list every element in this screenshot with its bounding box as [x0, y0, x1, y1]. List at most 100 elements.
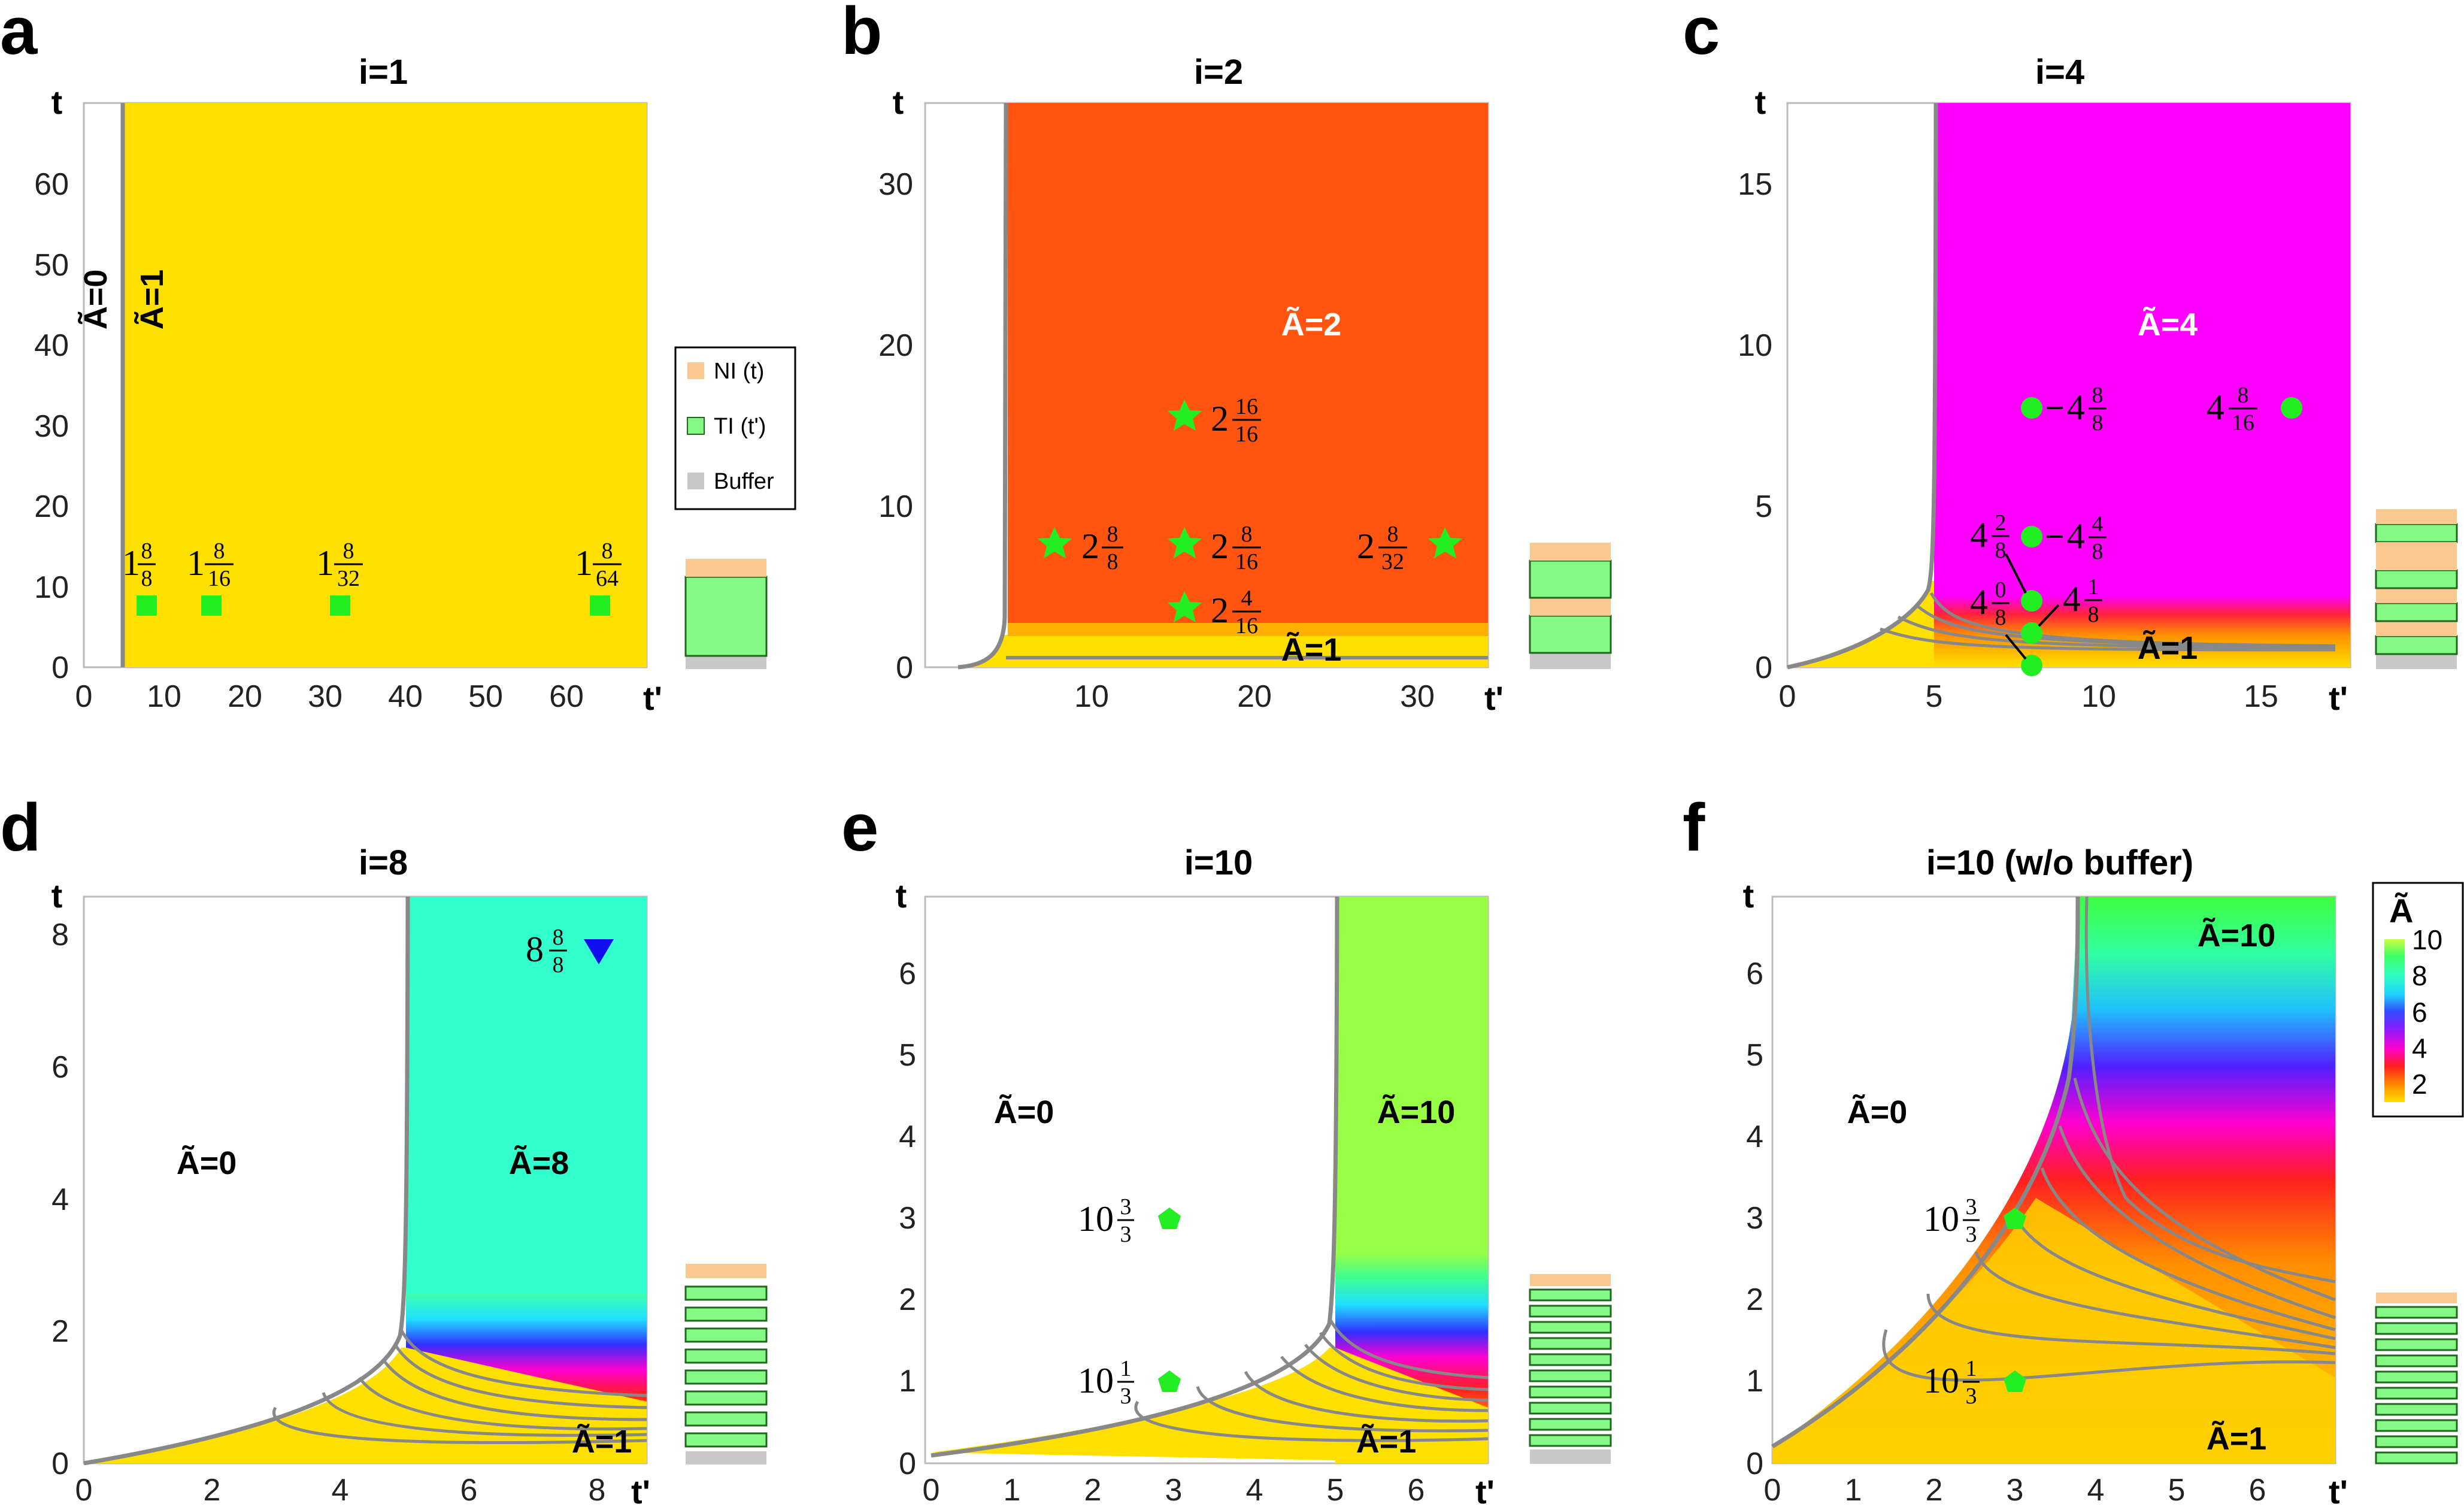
ti-layer [2375, 1403, 2458, 1416]
marker-label: 2 [1211, 591, 1229, 630]
marker-label: 4 [2067, 516, 2085, 556]
leader-line [2005, 553, 2027, 594]
ti-layer [684, 576, 768, 657]
panel-d: d i=8 Ã=0 Ã=8 Ã=1 t t' 0 2 4 6 8 0 2 4 6… [0, 790, 768, 1507]
x-axis-label: t' [2329, 679, 2348, 717]
x-axis-label: t' [631, 1473, 650, 1507]
marker-triangle [584, 939, 614, 964]
region-label-d1: Ã=1 [572, 1424, 632, 1460]
marker-square [201, 595, 222, 616]
marker-den: 32 [1381, 549, 1404, 574]
x-tick: 2 [204, 1473, 221, 1507]
y-tick: 10 [878, 489, 913, 524]
ti-layer [1529, 559, 1612, 599]
y-tick: 5 [1755, 489, 1772, 524]
marker-den: 16 [208, 566, 231, 591]
x-tick: 3 [1165, 1473, 1183, 1507]
x-tick: 6 [1408, 1473, 1425, 1507]
x-tick: 30 [1400, 679, 1435, 714]
marker-star [1168, 400, 1202, 431]
x-tick: 60 [549, 679, 584, 714]
y-ticks: 0 10 20 30 40 50 60 [34, 167, 69, 685]
ti-layer [1529, 1434, 1612, 1447]
marker-den: 16 [1235, 422, 1258, 447]
layer-stack [1529, 543, 1612, 669]
y-tick: 0 [51, 650, 69, 685]
marker-star [1428, 527, 1462, 558]
marker-pentagon [2004, 1370, 2026, 1392]
marker-den: 16 [1235, 613, 1258, 638]
x-tick: 4 [2087, 1473, 2105, 1507]
ti-layer [2375, 1387, 2458, 1400]
marker-den: 8 [1995, 605, 2007, 630]
layer-stack [2375, 509, 2458, 669]
marker-num: 2 [1995, 510, 2007, 535]
marker-num: 8 [141, 538, 153, 564]
y-tick: 4 [1746, 1119, 1763, 1154]
flow-curve [272, 1406, 647, 1445]
marker-star [1038, 527, 1072, 558]
y-tick: 6 [1746, 957, 1763, 991]
region-label-a0: Ã=0 [78, 270, 114, 330]
marker-label: 1 [575, 543, 593, 583]
y-axis-label: t [1755, 83, 1766, 121]
ti-layer [684, 1369, 768, 1385]
marker-den: 8 [553, 952, 564, 978]
region-label-d0: Ã=0 [177, 1145, 237, 1181]
y-tick: 5 [899, 1038, 916, 1073]
marker-den: 8 [1107, 549, 1119, 574]
panel-title: i=10 (w/o buffer) [1926, 843, 2193, 882]
boundary-curve [1787, 102, 1938, 670]
ti-layer [1529, 1369, 1612, 1382]
marker-star [1168, 591, 1202, 622]
flow-curve [2040, 1167, 2336, 1332]
x-tick: 50 [468, 679, 503, 714]
marker-circle [2281, 397, 2302, 419]
ti-layer [2375, 523, 2458, 543]
marker-den: 3 [1120, 1384, 1132, 1409]
x-tick: 8 [589, 1473, 606, 1507]
x-tick: 2 [1084, 1473, 1102, 1507]
ti-layer [1529, 615, 1612, 654]
leader-lines [2005, 407, 2063, 660]
ni-layer [1530, 1274, 1611, 1286]
marker-square [590, 595, 610, 616]
x-tick: 4 [1246, 1473, 1263, 1507]
ti-layer [2375, 1354, 2458, 1367]
x-tick: 20 [228, 679, 262, 714]
marker-den: 8 [1995, 538, 2007, 563]
flow-curve [322, 1392, 647, 1437]
marker-num: 1 [1966, 1356, 1977, 1381]
x-tick: 40 [388, 679, 423, 714]
buffer-layer [2376, 654, 2457, 669]
ni-layer [2376, 588, 2457, 603]
buffer-layer [1530, 653, 1611, 669]
legend: NI (t) TI (t') Buffer [674, 346, 796, 510]
ni-layer [2376, 555, 2457, 570]
marker-den: 8 [2092, 410, 2104, 435]
flow-curve [1319, 1332, 1489, 1391]
legend-swatch-ti [687, 417, 705, 435]
panel-label: f [1683, 790, 1705, 865]
y-tick: 30 [878, 167, 913, 202]
x-tick: 10 [1074, 679, 1109, 714]
marker-label: 10 [1078, 1361, 1114, 1400]
marker-label: 4 [1970, 515, 1988, 555]
y-tick: 20 [878, 328, 913, 363]
ni-layer [2376, 1293, 2457, 1303]
y-tick: 5 [1746, 1038, 1763, 1073]
buffer-layer [1530, 1449, 1611, 1464]
flow-curve [1196, 1386, 1489, 1433]
colorbar: Ã 10 8 6 4 2 [2372, 882, 2464, 1118]
panel-label: c [1683, 0, 1720, 68]
x-tick: 2 [1926, 1473, 1943, 1507]
marker-star [1168, 527, 1202, 558]
x-tick: 0 [1764, 1473, 1781, 1507]
ti-layer [684, 1348, 768, 1364]
region-label-e0: Ã=0 [994, 1094, 1054, 1130]
region-fill-c4 [1934, 103, 2350, 667]
ni-layer [686, 559, 766, 577]
x-axis-label: t' [2329, 1473, 2348, 1507]
x-tick: 0 [75, 1473, 93, 1507]
x-ticks: 0 5 10 15 [1779, 679, 2278, 714]
